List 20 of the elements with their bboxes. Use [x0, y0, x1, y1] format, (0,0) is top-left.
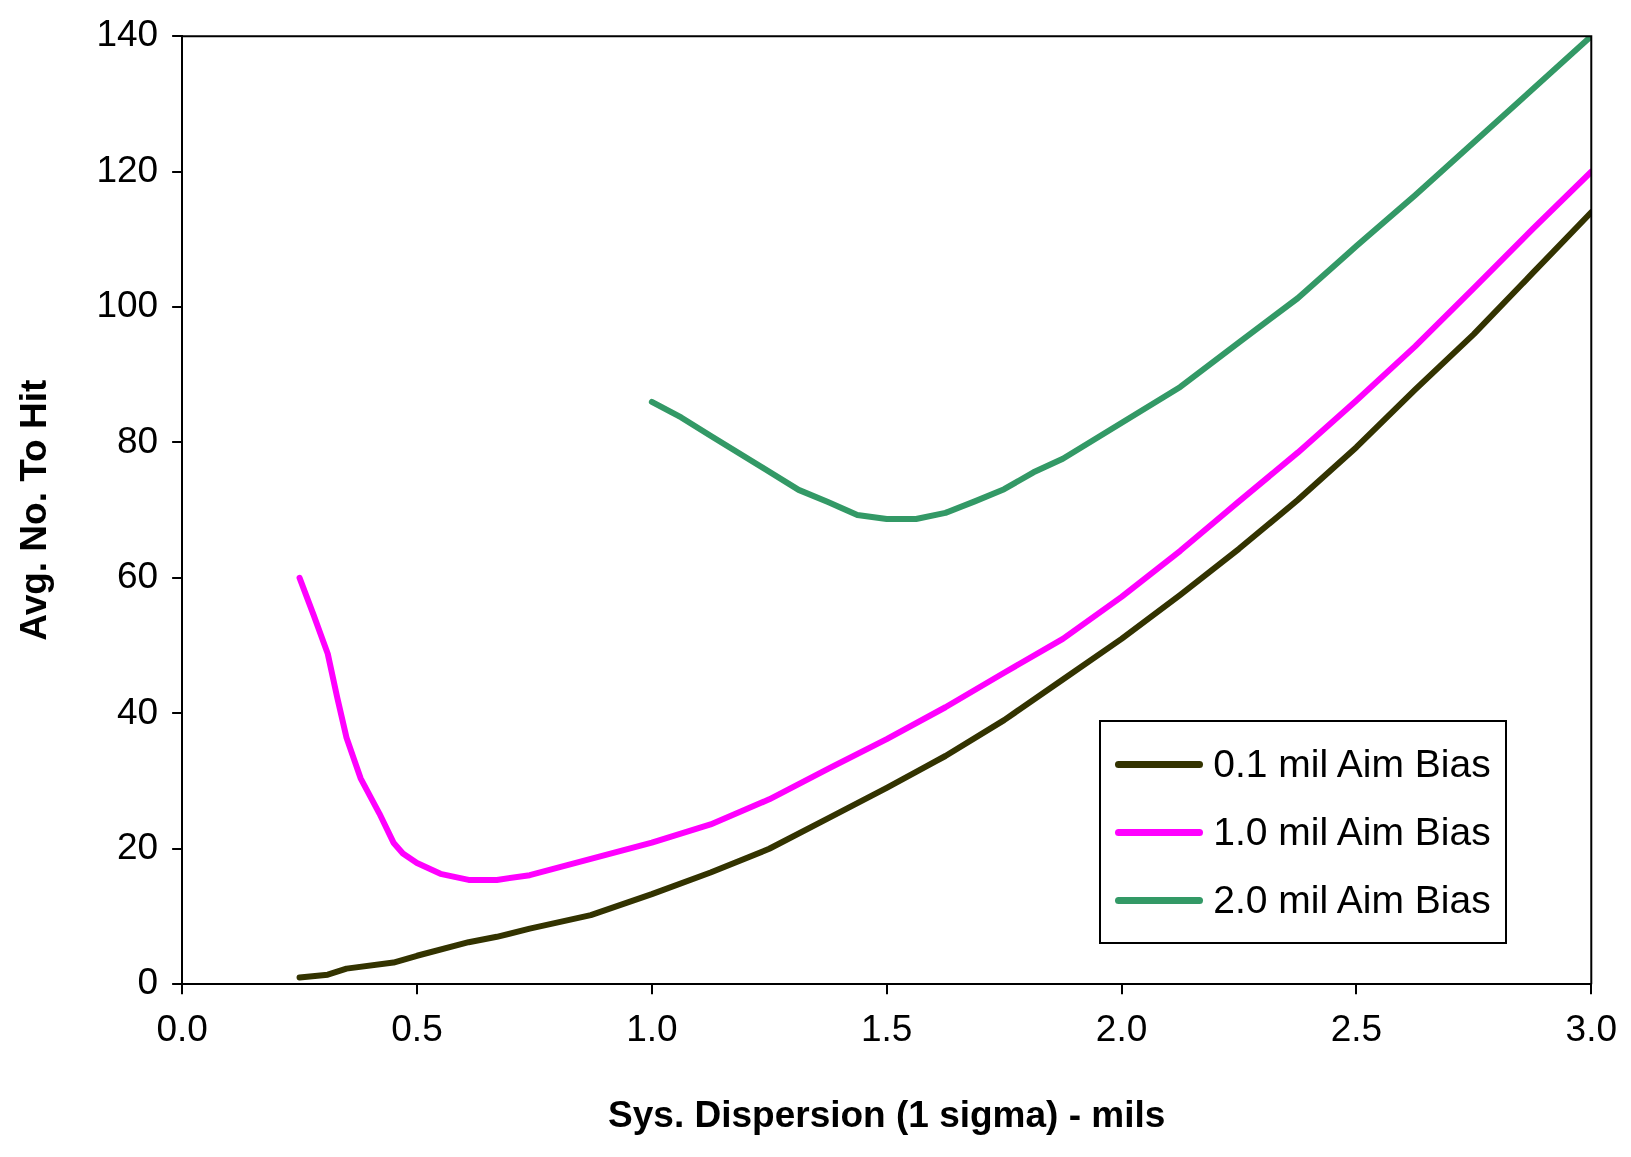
legend-label: 2.0 mil Aim Bias — [1213, 878, 1491, 923]
y-tick-label: 20 — [116, 825, 159, 867]
x-tick-label: 1.0 — [626, 1007, 678, 1049]
x-tick-label: 2.0 — [1095, 1007, 1148, 1049]
x-tick-label: 0.0 — [156, 1007, 208, 1049]
legend-label: 0.1 mil Aim Bias — [1213, 742, 1491, 787]
x-tick-label: 2.5 — [1330, 1007, 1383, 1049]
legend-label: 1.0 mil Aim Bias — [1213, 810, 1491, 855]
x-tick-label: 1.5 — [860, 1007, 913, 1049]
y-tick-label: 0 — [137, 961, 159, 1003]
y-tick-label: 100 — [96, 284, 159, 326]
x-tick-label: 3.0 — [1565, 1007, 1617, 1049]
y-tick-label: 140 — [96, 13, 159, 55]
y-tick-label: 120 — [96, 148, 159, 190]
y-tick-label: 80 — [116, 419, 159, 461]
y-tick-label: 40 — [116, 690, 159, 732]
y-tick-label: 60 — [116, 555, 159, 597]
x-axis-title: Sys. Dispersion (1 sigma) - mils — [608, 1094, 1166, 1135]
y-axis-title: Avg. No. To Hit — [13, 379, 55, 641]
x-tick-label: 0.5 — [391, 1007, 443, 1049]
